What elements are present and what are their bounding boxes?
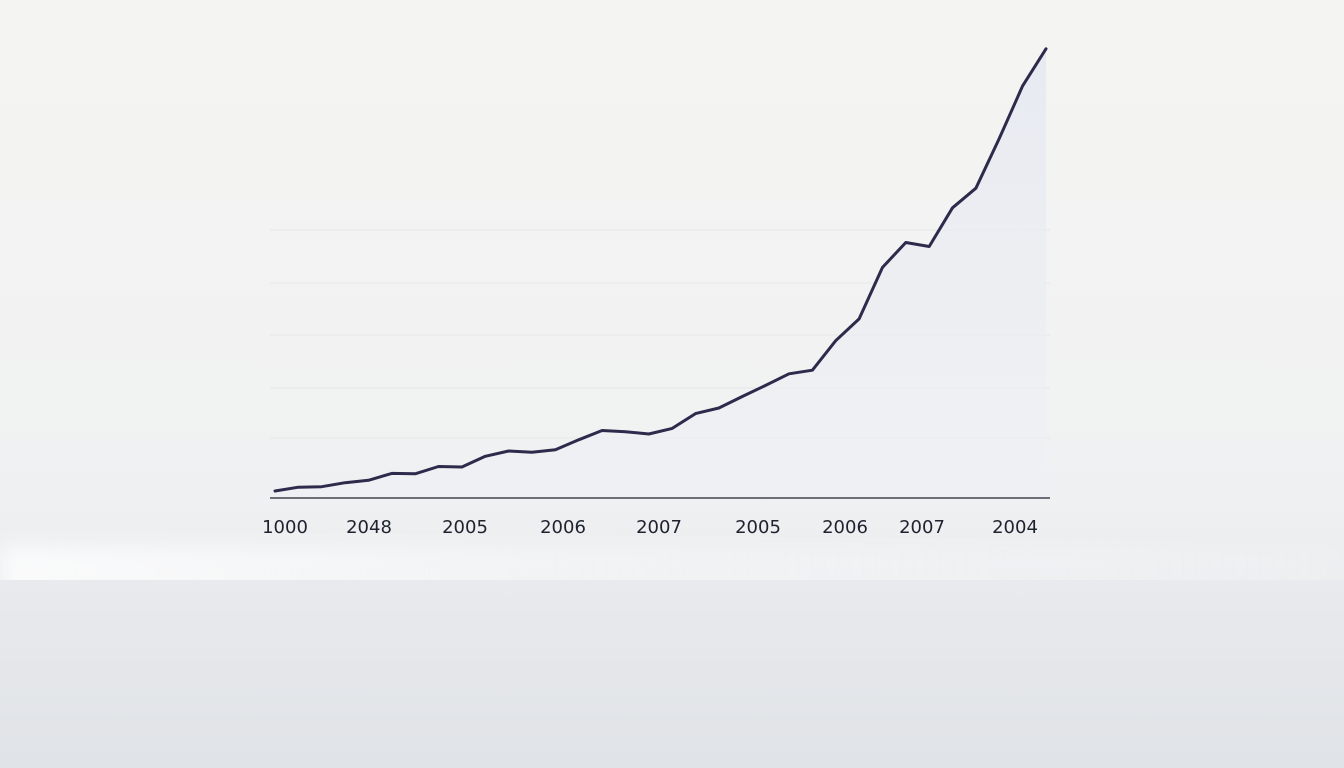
data-point — [788, 372, 791, 375]
data-point — [414, 472, 417, 475]
area-fill — [275, 48, 1046, 499]
data-point — [367, 479, 370, 482]
x-tick-label: 2006 — [540, 517, 586, 538]
data-point — [297, 486, 300, 489]
x-tick-label: 2007 — [899, 517, 945, 538]
data-point — [811, 369, 814, 372]
data-point — [390, 472, 393, 475]
x-tick-label: 2005 — [442, 517, 488, 538]
data-point — [274, 490, 277, 493]
data-point — [694, 412, 697, 415]
data-point — [577, 438, 580, 441]
data-point — [834, 339, 837, 342]
data-point — [974, 187, 977, 190]
data-point — [671, 427, 674, 430]
x-tick-label: 2007 — [636, 517, 682, 538]
data-point — [1021, 84, 1024, 87]
data-point — [460, 466, 463, 469]
data-point — [531, 451, 534, 454]
data-point — [601, 429, 604, 432]
data-point — [320, 485, 323, 488]
data-point — [764, 384, 767, 387]
data-point — [484, 455, 487, 458]
data-point — [904, 241, 907, 244]
x-tick-label: 2006 — [822, 517, 868, 538]
data-point — [647, 433, 650, 436]
data-point — [624, 430, 627, 433]
x-tick-label: 2005 — [735, 517, 781, 538]
data-point — [951, 206, 954, 209]
x-tick-labels: 1000 2048 2005 2006 2007 2005 2006 2007 2004 — [262, 517, 1038, 538]
floor-background — [0, 580, 1344, 768]
data-point — [344, 481, 347, 484]
x-tick-label: 1000 — [262, 517, 308, 538]
data-point — [507, 450, 510, 453]
data-point — [741, 395, 744, 398]
data-point — [1045, 47, 1048, 50]
data-point — [437, 465, 440, 468]
x-tick-label: 2004 — [992, 517, 1038, 538]
series-line — [273, 47, 1048, 493]
data-point — [881, 266, 884, 269]
data-point — [717, 407, 720, 410]
data-point — [858, 317, 861, 320]
data-point — [554, 448, 557, 451]
data-point — [928, 245, 931, 248]
data-point — [998, 137, 1001, 140]
x-tick-label: 2048 — [346, 517, 392, 538]
